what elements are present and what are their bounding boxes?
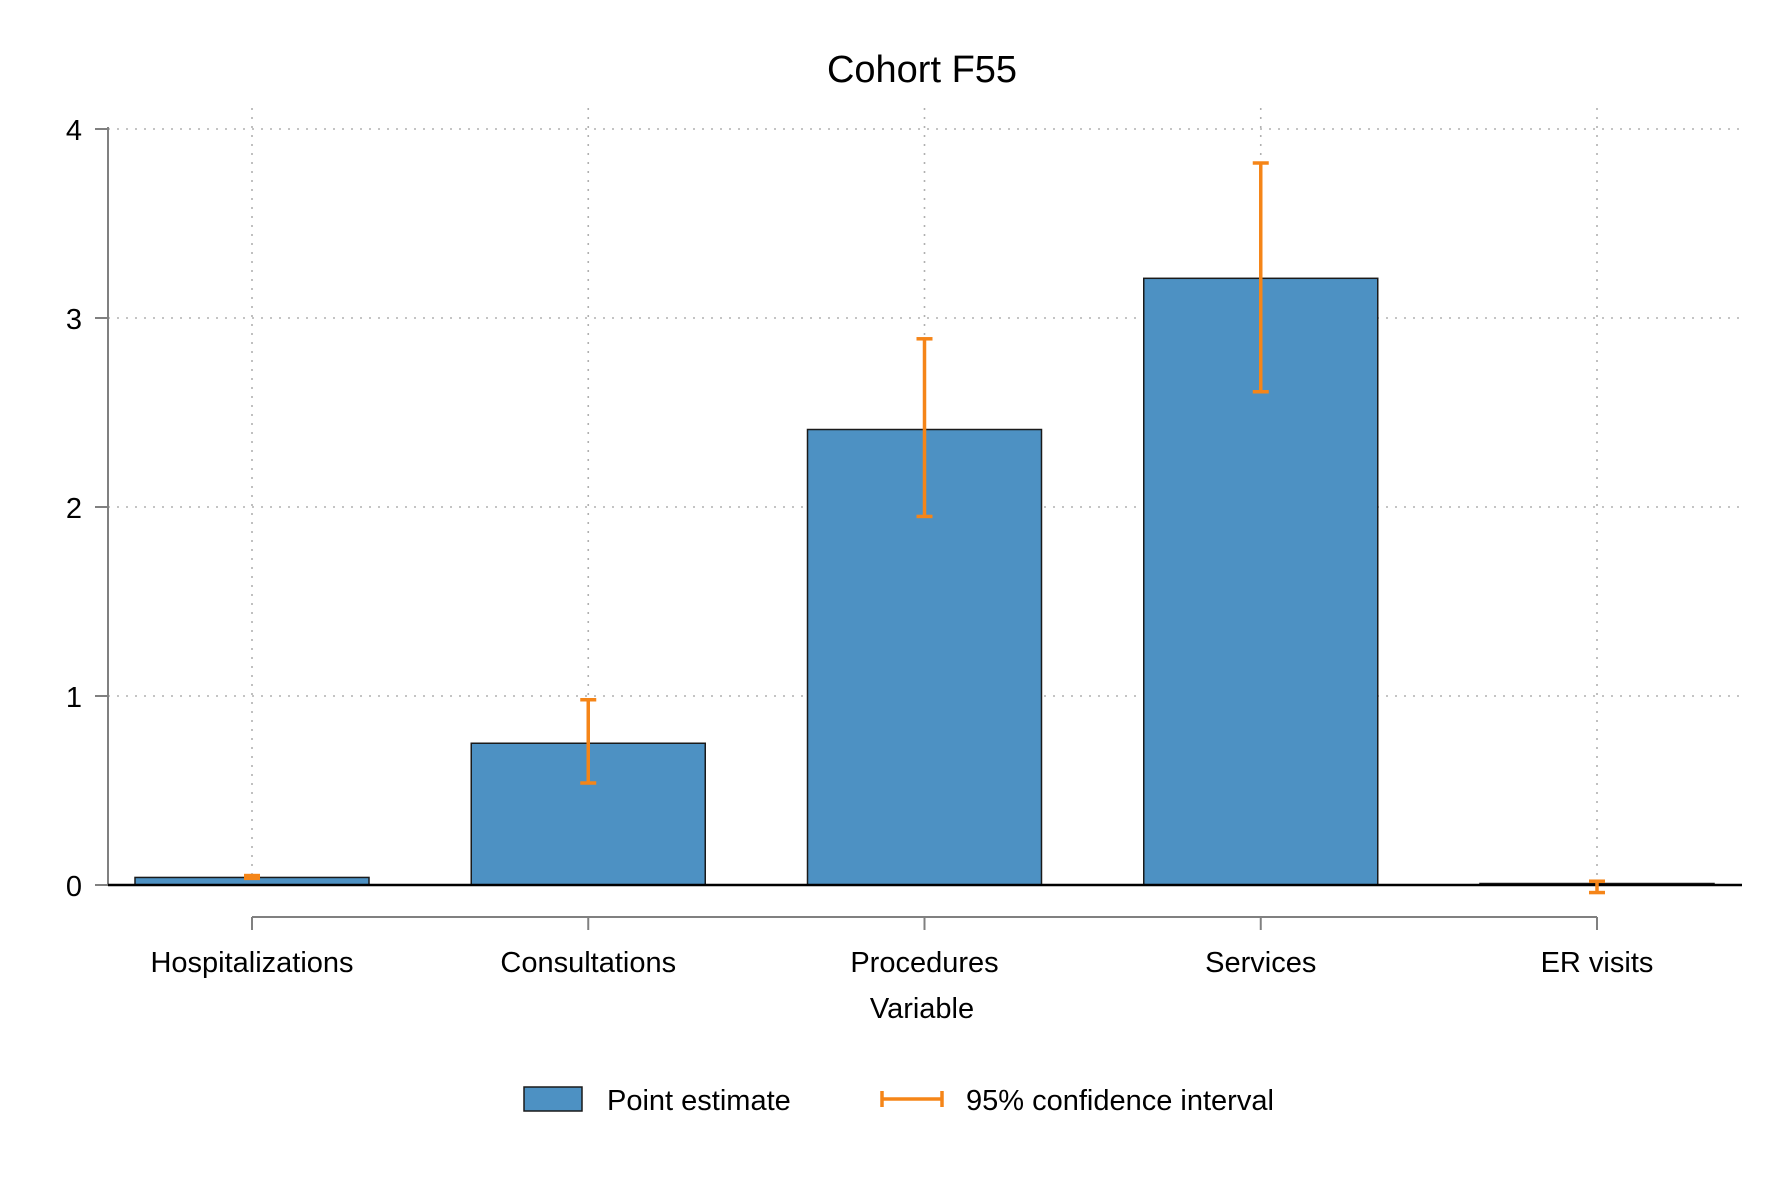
ci-services	[1252, 161, 1269, 394]
x-tick-label: Services	[1205, 947, 1316, 979]
ci-consultations	[580, 698, 597, 785]
axes	[95, 127, 1742, 930]
legend-label-point-estimate: Point estimate	[607, 1085, 791, 1117]
confidence-intervals	[244, 161, 1605, 895]
ci-hospitalizations	[244, 873, 260, 881]
x-tick-label: Procedures	[850, 947, 998, 979]
legend: Point estimate 95% confidence interval	[523, 1085, 1274, 1117]
ci-er-visits	[1589, 879, 1605, 895]
chart-title: Cohort F55	[827, 49, 1017, 91]
x-tick-label: Consultations	[500, 947, 676, 979]
y-tick-label: 0	[66, 871, 82, 903]
y-tick-label: 1	[66, 682, 82, 714]
y-tick-label: 2	[66, 493, 82, 525]
ci-procedures	[916, 337, 933, 519]
legend-label-ci: 95% confidence interval	[966, 1085, 1274, 1117]
y-tick-label: 4	[66, 115, 82, 147]
x-axis-title: Variable	[870, 993, 974, 1025]
legend-swatch-ci	[880, 1091, 944, 1107]
x-tick-label: ER visits	[1541, 947, 1654, 979]
y-tick-label: 3	[66, 304, 82, 336]
legend-swatch-point-estimate	[523, 1086, 583, 1112]
x-tick-label: Hospitalizations	[150, 947, 353, 979]
tick-labels: 0 1 2 3 4 Hospitalizations Consultations Proced…	[66, 115, 1654, 979]
